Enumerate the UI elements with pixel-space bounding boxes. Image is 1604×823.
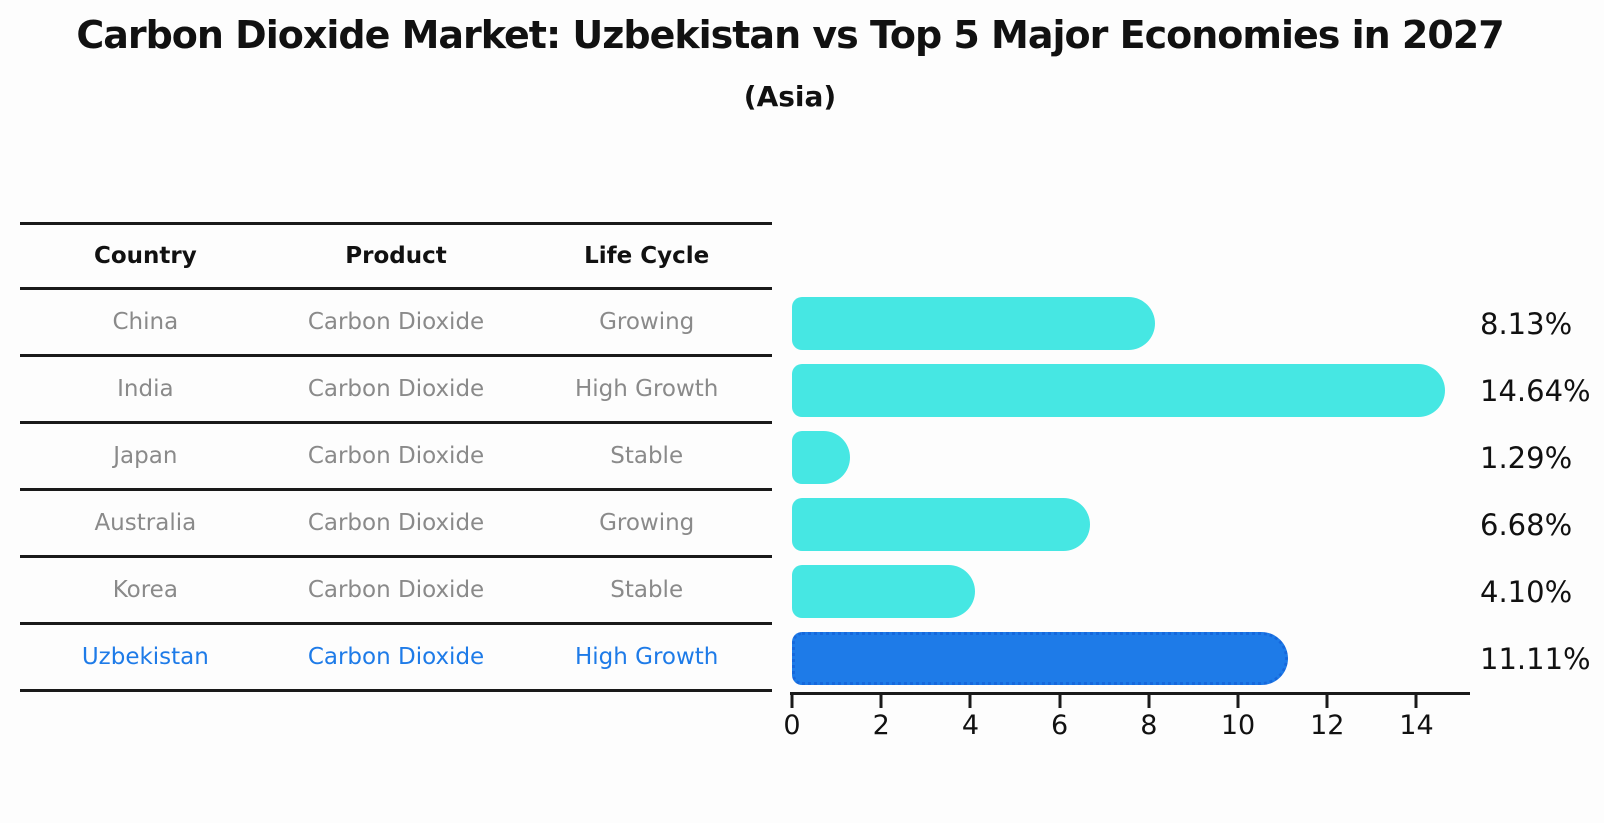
country-cell: Australia — [94, 510, 197, 536]
bar-row-uzbekistan — [792, 625, 1470, 692]
product-cell: Carbon Dioxide — [307, 577, 485, 603]
value-label-japan: 1.29% — [1480, 440, 1573, 475]
country-cell: Korea — [112, 577, 178, 603]
bar-uzbekistan — [792, 632, 1288, 685]
x-axis-tick-label: 6 — [1051, 710, 1069, 741]
product-cell: Carbon Dioxide — [307, 510, 485, 536]
x-axis-tick-label: 4 — [961, 710, 979, 741]
x-axis-tick-label: 12 — [1310, 710, 1345, 741]
country-cell: China — [112, 309, 179, 335]
table-header-row: Country Product Life Cycle — [20, 222, 772, 290]
country-cell: India — [117, 376, 174, 402]
life-cycle-cell: Growing — [599, 510, 695, 536]
life-cycle-cell: Stable — [610, 577, 684, 603]
country-cell: Japan — [113, 443, 178, 469]
x-axis-tick-label: 2 — [872, 710, 890, 741]
x-axis-tick — [1236, 695, 1240, 708]
bar-row-india — [792, 357, 1470, 424]
table-row-china: China Carbon Dioxide Growing — [20, 290, 772, 357]
table-row-india: India Carbon Dioxide High Growth — [20, 357, 772, 424]
x-axis-tick-label: 14 — [1399, 710, 1434, 741]
life-cycle-cell: High Growth — [574, 644, 719, 670]
product-cell: Carbon Dioxide — [307, 309, 485, 335]
x-axis-line — [790, 692, 1470, 695]
table-header-cell: Country — [93, 243, 197, 269]
bar-china — [792, 297, 1155, 350]
bar-plot — [792, 290, 1470, 692]
table-header-cell: Product — [345, 243, 447, 269]
bar-row-japan — [792, 424, 1470, 491]
product-cell: Carbon Dioxide — [307, 443, 485, 469]
x-axis-tick — [879, 695, 883, 708]
bar-row-korea — [792, 558, 1470, 625]
value-label-korea: 4.10% — [1480, 574, 1573, 609]
life-cycle-cell: Stable — [610, 443, 684, 469]
bar-japan — [792, 431, 850, 484]
x-axis-tick-label: 0 — [783, 710, 801, 741]
comparison-table: Country Product Life Cycle China Carbon Diox… — [20, 222, 772, 692]
bar-row-china — [792, 290, 1470, 357]
country-cell: Uzbekistan — [81, 644, 209, 670]
life-cycle-cell: Growing — [599, 309, 695, 335]
x-axis-tick — [790, 695, 794, 708]
x-axis-tick-label: 10 — [1220, 710, 1256, 741]
value-label-china: 8.13% — [1480, 306, 1573, 341]
x-axis-tick — [1414, 695, 1418, 708]
value-label-uzbekistan: 11.11% — [1480, 641, 1591, 676]
table-header-cell: Life Cycle — [584, 243, 710, 269]
x-axis-tick — [1147, 695, 1151, 708]
x-axis-tick-label: 8 — [1140, 710, 1158, 741]
table-row-korea: Korea Carbon Dioxide Stable — [20, 558, 772, 625]
life-cycle-cell: High Growth — [574, 376, 719, 402]
product-cell: Carbon Dioxide — [307, 376, 485, 402]
value-label-india: 14.64% — [1480, 373, 1591, 408]
chart-subtitle: (Asia) — [743, 80, 837, 113]
bar-india — [792, 364, 1446, 417]
bar-australia — [792, 498, 1090, 551]
bar-row-australia — [792, 491, 1470, 558]
value-label-australia: 6.68% — [1480, 507, 1573, 542]
bar-korea — [792, 565, 975, 618]
x-axis-tick — [1325, 695, 1329, 708]
table-row-japan: Japan Carbon Dioxide Stable — [20, 424, 772, 491]
x-axis-tick — [968, 695, 972, 708]
product-cell: Carbon Dioxide — [307, 644, 485, 670]
table-row-uzbekistan: Uzbekistan Carbon Dioxide High Growth — [20, 625, 772, 692]
table-row-australia: Australia Carbon Dioxide Growing — [20, 491, 772, 558]
chart-title: Carbon Dioxide Market: Uzbekistan vs Top… — [76, 13, 1504, 57]
x-axis-tick — [1058, 695, 1062, 708]
